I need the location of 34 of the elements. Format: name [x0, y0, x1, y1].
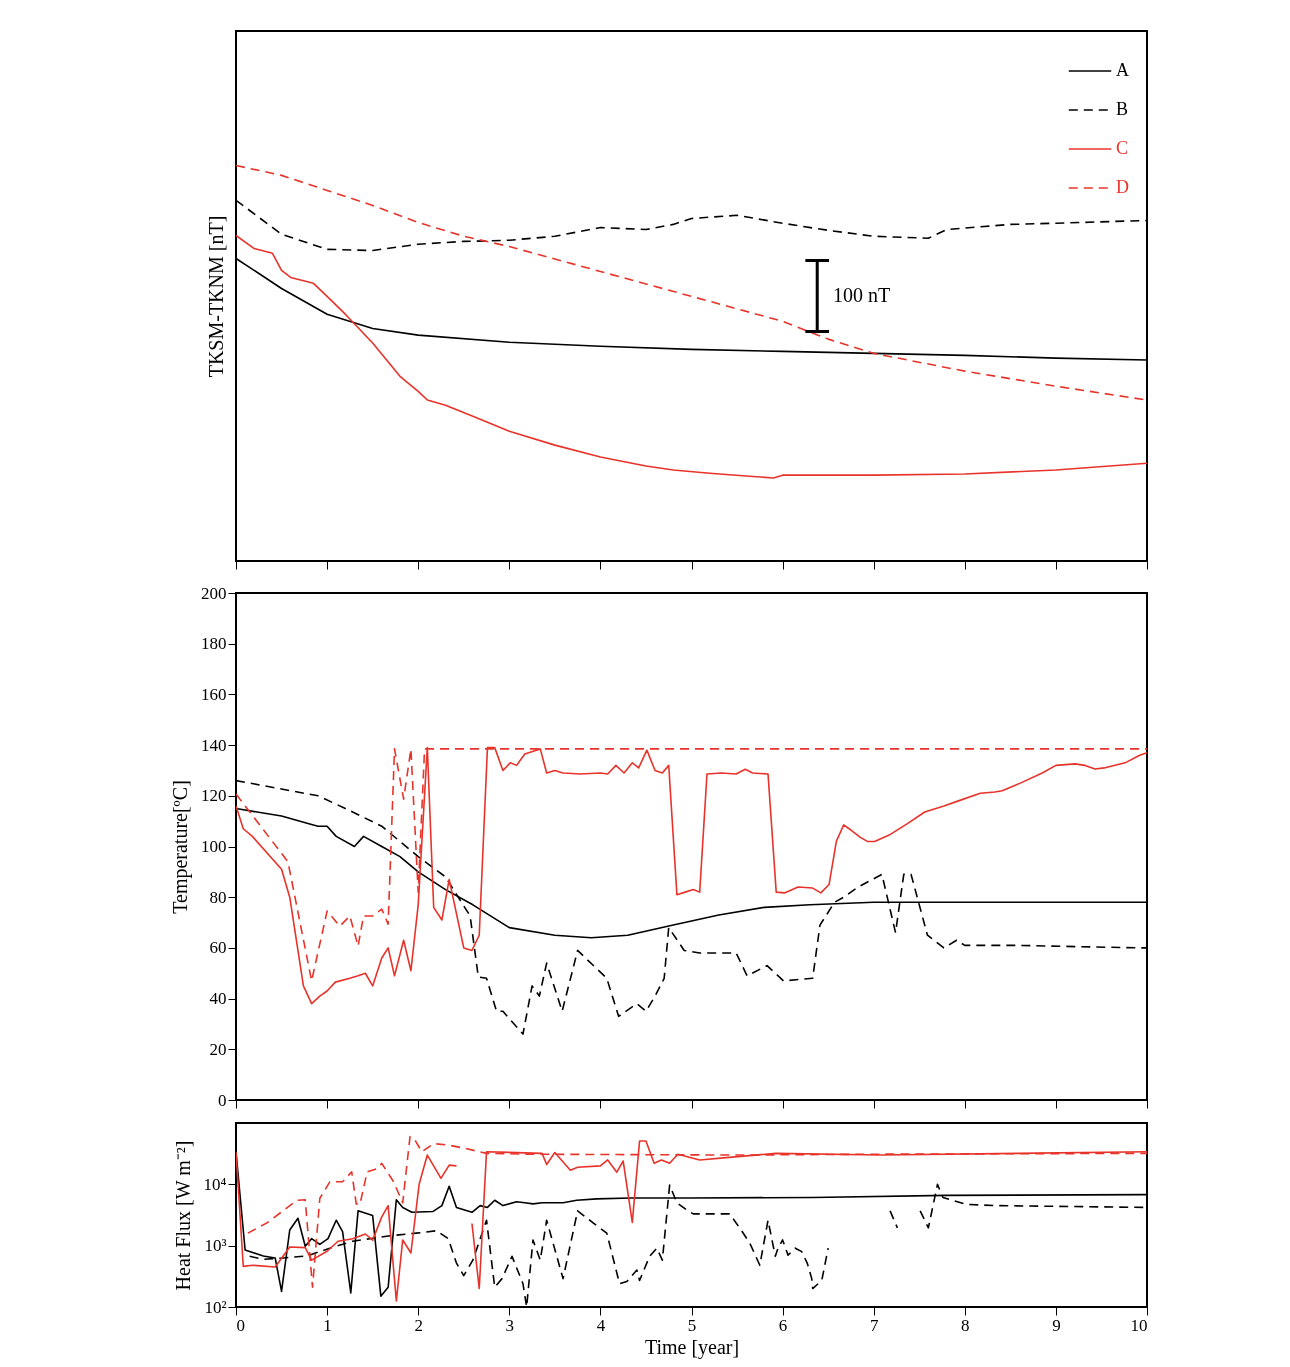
x-tick-label: 8: [961, 1315, 970, 1335]
y-tick-label: 200: [201, 583, 227, 603]
x-tick-label: 6: [778, 1315, 788, 1335]
y-tick-label: 180: [201, 634, 227, 654]
y-tick-label: 140: [201, 735, 227, 755]
x-tick-label: 2: [414, 1315, 423, 1335]
y-tick-label: 100: [201, 837, 227, 856]
y-tick-label: 120: [201, 786, 227, 806]
x-tick-label: 0: [236, 1315, 245, 1335]
x-tick-label: 10: [1130, 1315, 1148, 1335]
x-tick-label: 7: [869, 1315, 879, 1335]
y-tick-label: 40: [209, 989, 227, 1009]
legend-label: B: [1116, 99, 1129, 119]
y-tick-label: 10³: [204, 1236, 227, 1256]
y-axis-title: TKSM-TKNM [nT]: [204, 215, 227, 378]
legend-label: D: [1116, 177, 1129, 197]
x-tick-label: 4: [596, 1315, 606, 1335]
x-tick-label: 5: [687, 1315, 697, 1335]
y-tick-label: 10⁴: [203, 1174, 227, 1194]
x-axis-title: Time [year]: [644, 1335, 740, 1359]
y-tick-label: 60: [209, 938, 227, 958]
legend-label: A: [1116, 60, 1129, 80]
x-tick-label: 3: [505, 1315, 515, 1335]
y-tick-label: 10²: [204, 1297, 227, 1317]
y-axis-title: Heat Flux [W m⁻²]: [171, 1140, 194, 1291]
y-tick-label: 80: [209, 887, 227, 907]
y-tick-label: 160: [201, 684, 227, 704]
legend-label: C: [1116, 138, 1129, 158]
y-axis-title: Temperature[ºC]: [169, 780, 192, 914]
y-tick-label: 0: [218, 1090, 227, 1110]
x-tick-label: 1: [323, 1315, 332, 1335]
y-tick-label: 20: [209, 1039, 227, 1059]
x-tick-label: 9: [1052, 1315, 1061, 1335]
annotation: 100 nT: [833, 284, 891, 306]
